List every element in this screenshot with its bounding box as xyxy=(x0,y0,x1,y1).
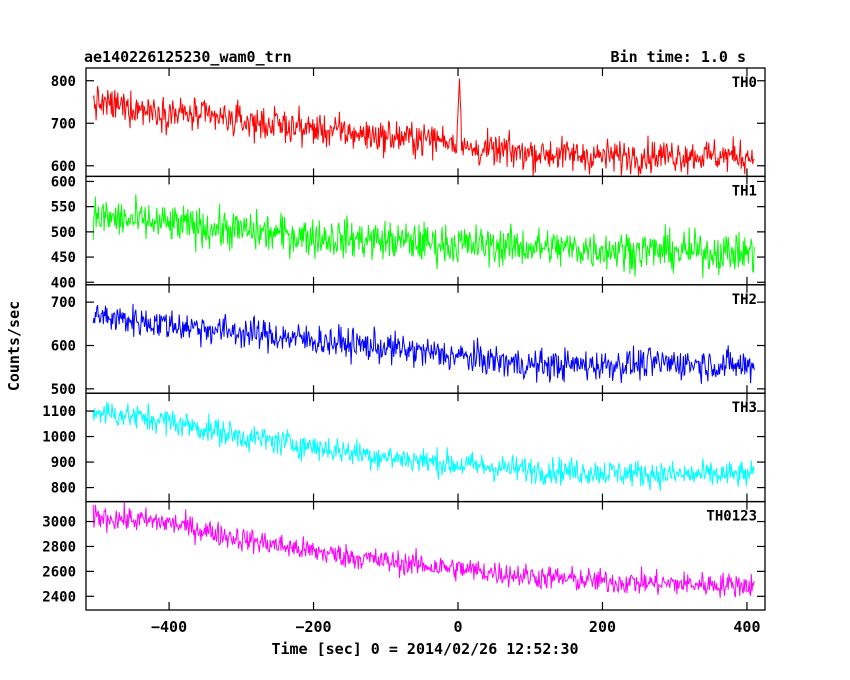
y-tick-label: 700 xyxy=(51,116,76,132)
panel-stack: 600 700 800 TH0 400 450 500 550 600 TH1 500 600 700 T… xyxy=(42,67,766,611)
y-tick-label: 450 xyxy=(51,250,76,266)
y-axis-label: Counts/sec xyxy=(5,301,23,391)
y-tick-label: 2400 xyxy=(42,589,76,605)
panel-frame xyxy=(85,392,766,503)
y-tick-label: 800 xyxy=(51,481,76,497)
y-tick-label: 800 xyxy=(51,74,76,90)
panel-label: TH3 xyxy=(732,400,757,416)
y-tick-label: 700 xyxy=(51,295,76,311)
y-tick-label: 400 xyxy=(51,275,76,291)
x-tick-label: −200 xyxy=(295,618,331,636)
panel-th3: 800 900 1000 1100 TH3 xyxy=(42,392,766,503)
series-line-th1 xyxy=(92,194,755,279)
bin-time-label: Bin time: 1.0 s xyxy=(611,48,746,66)
series-line-th0 xyxy=(92,78,755,177)
series-line-th0123 xyxy=(92,501,755,598)
y-tick-label: 500 xyxy=(51,225,76,241)
x-tick-label: 0 xyxy=(453,618,462,636)
panel-frame xyxy=(85,284,766,394)
y-tick-label: 600 xyxy=(51,174,76,190)
y-tick-label: 2600 xyxy=(42,564,76,580)
panel-label: TH0123 xyxy=(706,509,757,525)
panel-label: TH2 xyxy=(732,292,757,308)
y-tick-label: 1000 xyxy=(42,430,76,446)
x-tick-label: 200 xyxy=(589,618,616,636)
series-line-th3 xyxy=(92,401,755,491)
y-tick-label: 900 xyxy=(51,455,76,471)
panel-label: TH1 xyxy=(732,183,757,199)
y-tick-label: 550 xyxy=(51,200,76,216)
panel-th0: 600 700 800 TH0 xyxy=(51,67,766,178)
panel-frame xyxy=(85,67,766,178)
x-tick-label: −400 xyxy=(151,618,187,636)
panel-th2: 500 600 700 TH2 xyxy=(51,284,766,398)
x-axis-ticks: −400 −200 0 200 400 xyxy=(151,618,760,636)
x-tick-label: 400 xyxy=(733,618,760,636)
y-tick-label: 600 xyxy=(51,159,76,175)
y-tick-label: 500 xyxy=(51,382,76,398)
panel-label: TH0 xyxy=(732,75,757,91)
x-axis-label: Time [sec] 0 = 2014/02/26 12:52:30 xyxy=(271,640,578,658)
series-line-th2 xyxy=(92,303,755,384)
y-tick-label: 1100 xyxy=(42,404,76,420)
y-tick-label: 600 xyxy=(51,339,76,355)
panel-th1: 400 450 500 550 600 TH1 xyxy=(51,174,766,291)
panel-th0123: 2400 2600 2800 3000 TH0123 xyxy=(42,500,766,611)
plot-title: ae140226125230_wam0_trn xyxy=(84,48,292,66)
panel-frame xyxy=(85,500,766,611)
y-tick-label: 3000 xyxy=(42,515,76,531)
y-tick-label: 2800 xyxy=(42,539,76,555)
